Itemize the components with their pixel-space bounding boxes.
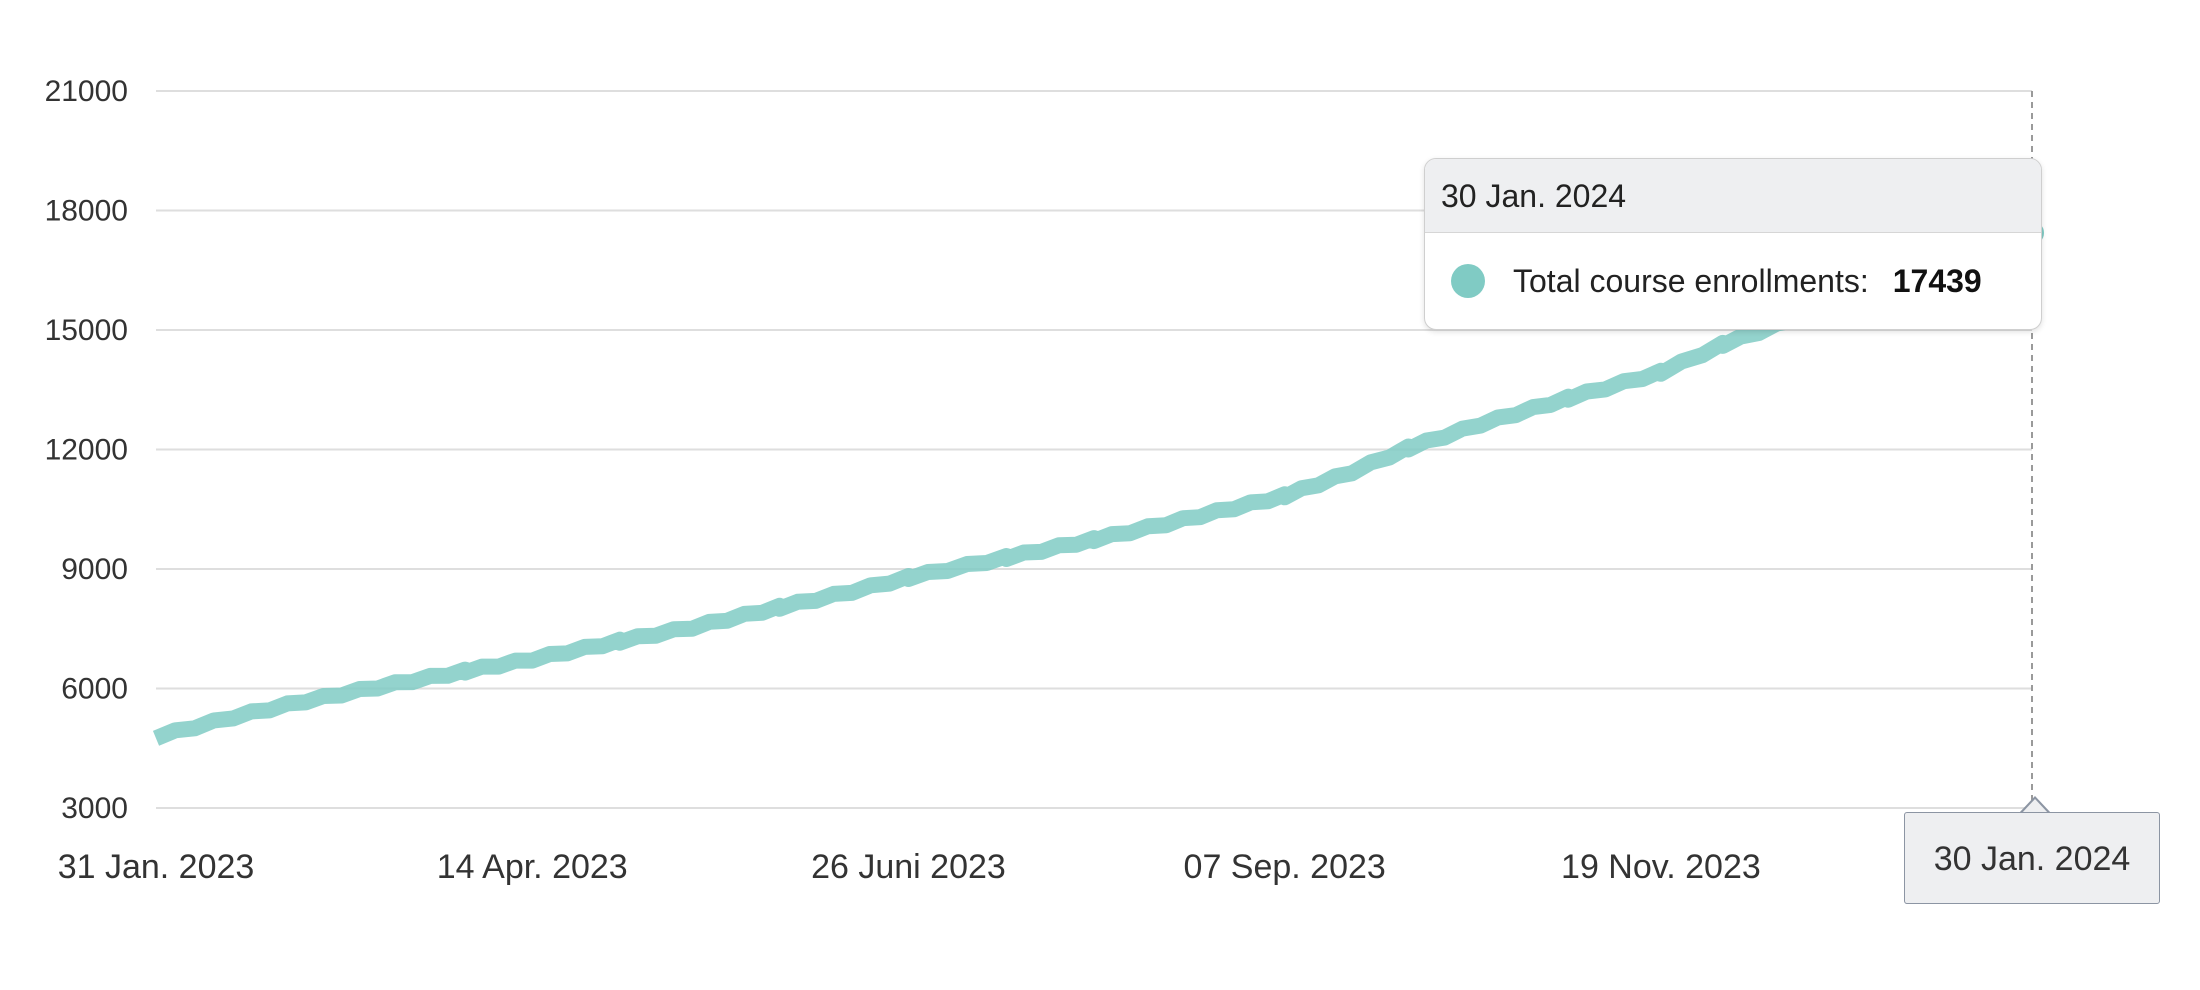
x-tick-label: 26 Juni 2023: [811, 848, 1006, 886]
series-line-layer: [152, 224, 2034, 746]
x-tick-label: 19 Nov. 2023: [1561, 848, 1761, 886]
y-tick-label: 15000: [45, 314, 128, 347]
x-axis-ticks: 31 Jan. 2023 14 Apr. 2023 26 Juni 2023 07 S…: [58, 848, 1761, 886]
x-tick-label: 31 Jan. 2023: [58, 848, 255, 886]
crosshair-label-arrow-fill: [2021, 799, 2049, 814]
tooltip-series-label: Total course enrollments:: [1513, 262, 1869, 299]
grid-lines: [156, 90, 2032, 809]
y-tick-label: 6000: [61, 673, 128, 706]
y-axis-ticks: 21000 18000 15000 12000 9000 6000 3000: [45, 75, 128, 825]
tooltip-date: 30 Jan. 2024: [1425, 159, 2041, 233]
tooltip-body: Total course enrollments: 17439: [1425, 233, 2041, 329]
y-tick-label: 12000: [45, 434, 128, 467]
chart-tooltip: 30 Jan. 2024 Total course enrollments: 1…: [1424, 158, 2042, 330]
y-tick-label: 21000: [45, 75, 128, 108]
tooltip-series-value: 17439: [1892, 262, 1982, 299]
y-tick-label: 18000: [45, 195, 128, 228]
series-line: [152, 224, 2034, 746]
y-tick-label: 3000: [61, 792, 128, 825]
crosshair-x-label: 30 Jan. 2024: [1904, 812, 2160, 904]
series-color-dot: [1451, 264, 1485, 298]
x-tick-label: 14 Apr. 2023: [437, 848, 628, 886]
y-tick-label: 9000: [61, 553, 128, 586]
x-tick-label: 07 Sep. 2023: [1184, 848, 1386, 886]
